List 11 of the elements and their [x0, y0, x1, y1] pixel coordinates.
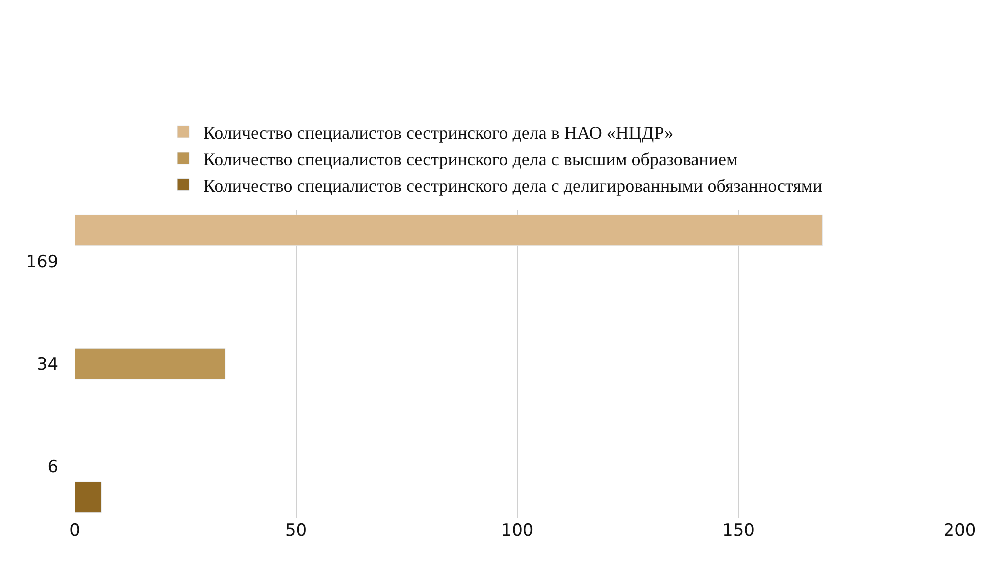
- y-tick-label: 6: [48, 458, 59, 478]
- x-tick-label: 0: [70, 521, 80, 541]
- y-tick-label: 169: [26, 252, 59, 272]
- x-tick-label: 150: [722, 521, 755, 541]
- x-tick-label: 50: [285, 521, 308, 541]
- legend-label: Количество специалистов сестринского дела с делигированными обязанностями: [204, 176, 823, 196]
- x-tick-label: 200: [944, 521, 976, 541]
- legend-label: Количество специалистов сестринского дела с высшим образованием: [204, 149, 738, 170]
- y-tick-label: 34: [36, 354, 59, 375]
- x-tick-label: 100: [501, 521, 534, 541]
- legend-label: Количество специалистов сестринского дела в НАО «НЦДР»: [204, 123, 674, 144]
